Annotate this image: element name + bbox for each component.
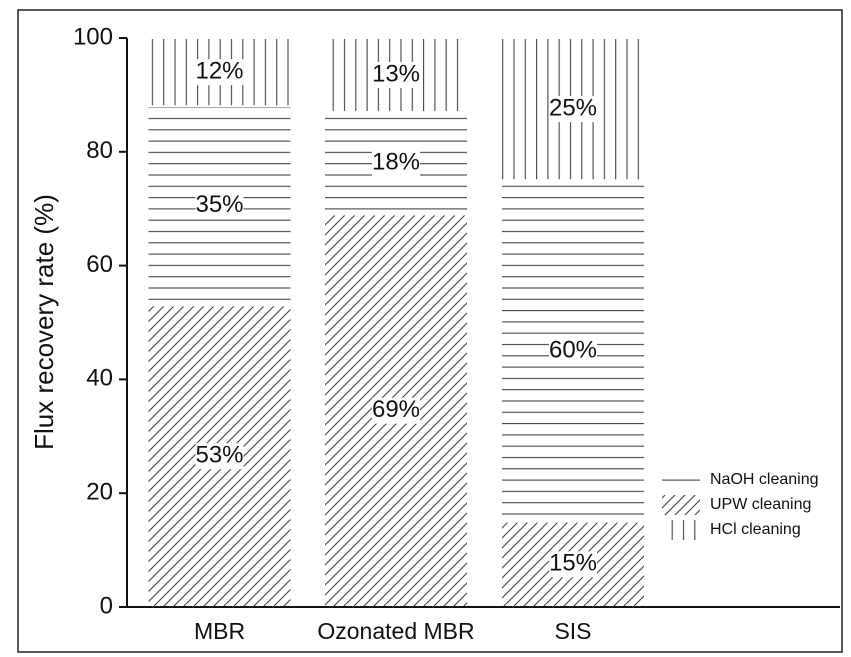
- label-bg: [549, 96, 597, 123]
- legend-label: UPW cleaning: [710, 496, 811, 513]
- legend-swatch: [662, 495, 700, 515]
- legend-swatch: [662, 520, 700, 540]
- y-tick-label: 40: [86, 365, 113, 392]
- label-bg: [372, 150, 420, 177]
- legend-swatch: [662, 470, 700, 490]
- value-label: 53%: [195, 442, 243, 469]
- y-tick-label: 0: [100, 592, 113, 619]
- legend-label: HCl cleaning: [710, 521, 801, 538]
- label-bg: [549, 551, 597, 578]
- label-bg: [195, 443, 244, 470]
- value-label: 15%: [549, 550, 597, 577]
- x-tick-label: SIS: [554, 618, 591, 644]
- label-bg: [372, 397, 420, 424]
- y-tick-label: 20: [86, 479, 113, 506]
- x-tick-label: MBR: [194, 618, 245, 644]
- y-axis-label: Flux recovery rate (%): [29, 194, 59, 450]
- frame: [17, 9, 843, 653]
- label-bg: [195, 59, 244, 86]
- x-tick-label: Ozonated MBR: [317, 618, 474, 644]
- value-label: 12%: [195, 57, 243, 84]
- legend-label: NaOH cleaning: [710, 471, 819, 488]
- y-tick-label: 100: [73, 23, 113, 50]
- value-label: 25%: [549, 94, 597, 121]
- value-label: 60%: [549, 336, 597, 363]
- value-label: 18%: [372, 149, 420, 176]
- value-label: 69%: [372, 396, 420, 423]
- label-bg: [372, 61, 420, 88]
- label-bg: [195, 192, 244, 219]
- value-label: 13%: [372, 60, 420, 87]
- value-label: 35%: [195, 191, 243, 218]
- label-bg: [549, 337, 597, 364]
- y-tick-label: 80: [86, 137, 113, 164]
- y-tick-label: 60: [86, 251, 113, 278]
